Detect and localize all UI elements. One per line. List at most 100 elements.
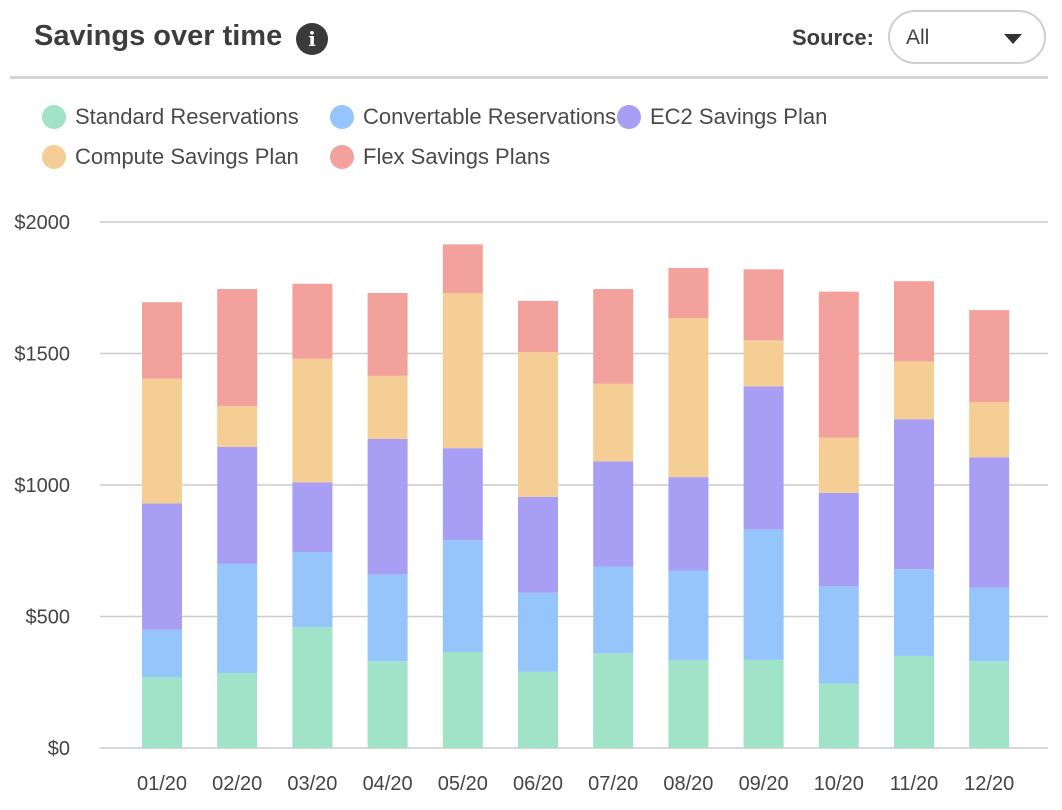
bar-segment-flex-savings-plans[interactable] xyxy=(142,302,182,379)
y-tick-label: $1000 xyxy=(14,475,70,497)
bar-segment-standard-reservations[interactable] xyxy=(217,673,258,748)
x-tick-label: 07/20 xyxy=(588,773,638,795)
bar-segment-standard-reservations[interactable] xyxy=(969,661,1010,748)
bar-segment-flex-savings-plans[interactable] xyxy=(518,300,558,353)
info-icon[interactable]: i xyxy=(296,23,328,55)
bar-segment-flex-savings-plans[interactable] xyxy=(969,310,1010,403)
chart-legend: Standard Reservations Convertable Reserv… xyxy=(42,104,1002,184)
legend-dot xyxy=(617,105,641,129)
legend-label: EC2 Savings Plan xyxy=(650,104,828,129)
bar-segment-standard-reservations[interactable] xyxy=(518,671,558,748)
x-tick-label: 12/20 xyxy=(964,773,1014,795)
bar-segment-standard-reservations[interactable] xyxy=(292,627,333,748)
bar-segment-convertable-reservations[interactable] xyxy=(818,586,859,684)
bar-segment-ec2-savings-plan[interactable] xyxy=(969,457,1010,588)
bar-segment-convertable-reservations[interactable] xyxy=(593,566,634,654)
x-tick-label: 03/20 xyxy=(287,773,337,795)
bar-segment-compute-savings-plan[interactable] xyxy=(292,358,333,483)
x-tick-label: 01/20 xyxy=(137,773,187,795)
source-select[interactable]: All xyxy=(888,10,1046,64)
bar-segment-convertable-reservations[interactable] xyxy=(292,552,333,628)
bar-segment-convertable-reservations[interactable] xyxy=(969,587,1010,662)
bar-segment-convertable-reservations[interactable] xyxy=(367,574,408,662)
bar-segment-compute-savings-plan[interactable] xyxy=(217,406,258,447)
bar-segment-convertable-reservations[interactable] xyxy=(142,629,182,677)
bar-segment-flex-savings-plans[interactable] xyxy=(593,289,634,384)
bar-segment-compute-savings-plan[interactable] xyxy=(142,378,182,504)
bar-segment-ec2-savings-plan[interactable] xyxy=(367,438,408,575)
bar-segment-flex-savings-plans[interactable] xyxy=(743,269,784,341)
bar-segment-convertable-reservations[interactable] xyxy=(743,529,784,660)
x-tick-label: 08/20 xyxy=(663,773,713,795)
bar-segment-standard-reservations[interactable] xyxy=(142,676,182,748)
source-label: Source: xyxy=(792,25,874,50)
bar-segment-ec2-savings-plan[interactable] xyxy=(292,482,333,553)
x-tick-label: 10/20 xyxy=(814,773,864,795)
y-tick-label: $500 xyxy=(26,607,71,629)
x-tick-label: 06/20 xyxy=(513,773,563,795)
bar-segment-flex-savings-plans[interactable] xyxy=(442,244,483,294)
legend-item-convertable-reservations[interactable]: Convertable Reservations xyxy=(330,104,616,130)
bar-segment-compute-savings-plan[interactable] xyxy=(969,402,1010,458)
bar-segment-standard-reservations[interactable] xyxy=(442,652,483,748)
legend-item-compute-savings-plan[interactable]: Compute Savings Plan xyxy=(42,144,299,170)
legend-item-flex-savings-plans[interactable]: Flex Savings Plans xyxy=(330,144,550,170)
bar-segment-compute-savings-plan[interactable] xyxy=(442,293,483,449)
chevron-down-icon xyxy=(1004,34,1022,44)
legend-dot xyxy=(42,105,66,129)
bar-segment-ec2-savings-plan[interactable] xyxy=(217,446,258,564)
bar-segment-standard-reservations[interactable] xyxy=(668,659,709,748)
bar-segment-ec2-savings-plan[interactable] xyxy=(743,386,784,530)
bar-segment-compute-savings-plan[interactable] xyxy=(518,352,558,497)
bar-segment-flex-savings-plans[interactable] xyxy=(292,283,333,359)
bar-segment-ec2-savings-plan[interactable] xyxy=(894,419,934,570)
x-tick-label: 05/20 xyxy=(438,773,488,795)
bar-segment-ec2-savings-plan[interactable] xyxy=(442,448,483,541)
x-tick-label: 02/20 xyxy=(212,773,262,795)
bar-segment-ec2-savings-plan[interactable] xyxy=(518,496,558,593)
bar-segment-ec2-savings-plan[interactable] xyxy=(668,477,709,571)
bar-segment-standard-reservations[interactable] xyxy=(818,683,859,748)
source-select-value: All xyxy=(906,26,930,49)
bar-segment-ec2-savings-plan[interactable] xyxy=(818,492,859,587)
bar-segment-convertable-reservations[interactable] xyxy=(217,563,258,674)
bar-segment-ec2-savings-plan[interactable] xyxy=(142,503,182,630)
bar-segment-standard-reservations[interactable] xyxy=(367,661,408,748)
bar-segment-flex-savings-plans[interactable] xyxy=(367,293,408,376)
x-tick-label: 04/20 xyxy=(363,773,413,795)
bar-segment-compute-savings-plan[interactable] xyxy=(668,317,709,478)
chart-header: Savings over time i Source: All xyxy=(10,0,1048,79)
legend-item-ec2-savings-plan[interactable]: EC2 Savings Plan xyxy=(617,104,827,130)
bar-segment-convertable-reservations[interactable] xyxy=(894,569,934,656)
bar-segment-convertable-reservations[interactable] xyxy=(668,570,709,660)
bar-segment-ec2-savings-plan[interactable] xyxy=(593,461,634,567)
bar-segment-standard-reservations[interactable] xyxy=(743,659,784,748)
x-tick-label: 09/20 xyxy=(739,773,789,795)
bar-segment-compute-savings-plan[interactable] xyxy=(367,375,408,439)
bar-segment-compute-savings-plan[interactable] xyxy=(593,383,634,462)
chart-title: Savings over time xyxy=(34,20,283,52)
bar-segment-compute-savings-plan[interactable] xyxy=(818,437,859,493)
legend-label: Compute Savings Plan xyxy=(75,144,299,169)
bar-segment-compute-savings-plan[interactable] xyxy=(743,340,784,387)
bar-segment-flex-savings-plans[interactable] xyxy=(818,291,859,438)
bar-segment-standard-reservations[interactable] xyxy=(894,655,934,748)
bar-segment-convertable-reservations[interactable] xyxy=(442,540,483,653)
legend-dot xyxy=(330,105,354,129)
legend-dot xyxy=(330,145,354,169)
x-tick-label: 11/20 xyxy=(890,773,939,795)
bar-segment-convertable-reservations[interactable] xyxy=(518,592,558,672)
y-tick-label: $2000 xyxy=(14,212,70,234)
bar-segment-flex-savings-plans[interactable] xyxy=(668,268,709,318)
legend-dot xyxy=(42,145,66,169)
bar-segment-flex-savings-plans[interactable] xyxy=(894,281,934,362)
legend-item-standard-reservations[interactable]: Standard Reservations xyxy=(42,104,299,130)
legend-label: Convertable Reservations xyxy=(363,104,617,129)
bar-segment-flex-savings-plans[interactable] xyxy=(217,289,258,407)
bar-segment-compute-savings-plan[interactable] xyxy=(894,361,934,420)
bar-segment-standard-reservations[interactable] xyxy=(593,653,634,748)
y-tick-label: $0 xyxy=(48,738,70,760)
y-tick-label: $1500 xyxy=(14,344,70,366)
legend-label: Standard Reservations xyxy=(75,104,299,129)
